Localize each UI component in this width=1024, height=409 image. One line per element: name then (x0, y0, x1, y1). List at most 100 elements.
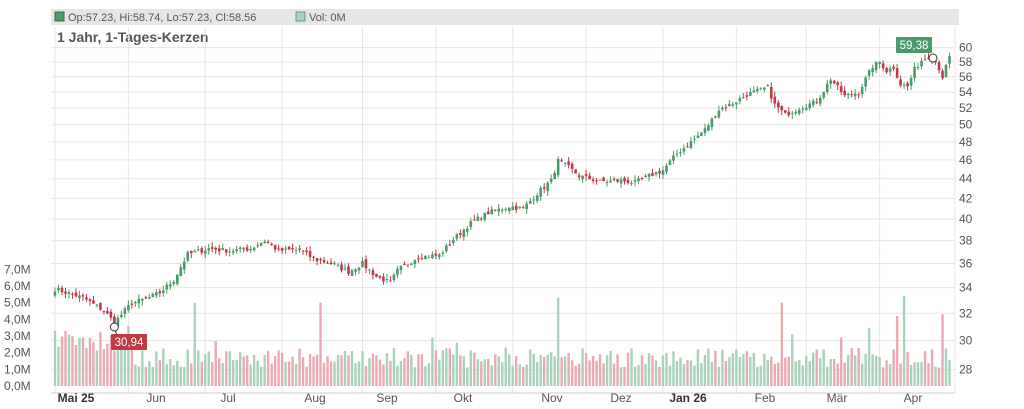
volume-bar (165, 364, 169, 386)
candle-body (427, 257, 431, 259)
volume-bar (937, 367, 941, 386)
candle-body (598, 179, 602, 181)
volume-bar (826, 366, 829, 386)
volume-bar (319, 302, 322, 386)
volume-bar (207, 351, 210, 386)
volume-bar (791, 334, 794, 386)
volume-bar (756, 366, 759, 386)
volume-bar (221, 363, 224, 386)
volume-bar (102, 349, 106, 386)
candle-body (144, 297, 148, 299)
candle-body (385, 279, 389, 281)
volume-bar (497, 356, 500, 386)
volume-bar (941, 314, 944, 386)
volume-bar (504, 347, 507, 386)
volume-bar (225, 351, 228, 386)
volume-bar (308, 354, 312, 386)
candle-body (326, 262, 329, 264)
candle-body (448, 244, 452, 246)
volume-bar (682, 364, 686, 386)
volume-bar (462, 356, 466, 386)
candle-body (811, 100, 815, 106)
candle-body (783, 110, 787, 113)
volume-bar (169, 359, 172, 386)
volume-bar (340, 355, 343, 386)
candle-body (479, 218, 483, 220)
volume-bar (679, 357, 682, 386)
candle-body (193, 251, 197, 253)
candle-body (158, 291, 162, 294)
candle-body (378, 275, 382, 278)
candles (53, 52, 951, 328)
candle-body (913, 66, 916, 79)
volume-bar (574, 365, 577, 386)
volume-bar (539, 354, 542, 386)
candle-body (759, 87, 763, 89)
candle-body (728, 103, 731, 107)
candle-body (203, 250, 207, 254)
candle-body (392, 274, 396, 280)
legend-ohlc-swatch (54, 11, 65, 22)
candle-body (459, 233, 462, 235)
volume-bar (371, 353, 375, 386)
volume-bar (874, 355, 878, 386)
volume-bar (452, 354, 455, 386)
volume-bar (515, 356, 518, 386)
candle-body (790, 113, 794, 115)
volume-bar (88, 337, 92, 386)
volume-bar (315, 354, 319, 386)
legend: Op:57.23, Hi:58.74, Lo:57.23, Cl:58.56 V… (51, 9, 959, 25)
volume-bar (389, 360, 392, 386)
volume-bar (116, 347, 120, 386)
candle-body (864, 77, 867, 87)
candle-body (549, 178, 553, 182)
candle-body (825, 83, 829, 92)
candle-body (689, 141, 693, 149)
candle-body (329, 262, 333, 265)
volume-tick-label: 1,0M (4, 362, 31, 376)
candle-body (123, 308, 127, 314)
candle-body (497, 208, 501, 212)
volume-bar (204, 354, 207, 386)
candle-body (396, 268, 399, 275)
candle-body (721, 107, 724, 110)
candle-body (836, 82, 839, 85)
volume-bar (598, 354, 602, 386)
volume-bar (92, 342, 95, 386)
volume-bar (853, 355, 857, 386)
candle-body (668, 160, 672, 166)
volume-tick-label: 5,0M (4, 296, 31, 310)
min-marker-circle (109, 322, 119, 332)
candle-body (493, 209, 497, 211)
candle-body (584, 174, 588, 176)
candle-body (347, 266, 350, 274)
candle-body (797, 110, 801, 114)
volume-bar (619, 367, 623, 386)
volume-bar (438, 359, 441, 386)
candle-body (724, 107, 728, 109)
candle-body (78, 295, 81, 299)
volume-bar (518, 364, 521, 386)
candle-body (770, 87, 773, 99)
candle-body (134, 301, 137, 304)
candle-body (102, 311, 106, 313)
volume-bar (644, 364, 647, 386)
volume-bar (141, 350, 144, 386)
volume-tick-label: 4,0M (4, 312, 31, 326)
volume-bar (137, 366, 141, 386)
candle-body (375, 273, 378, 277)
candle-body (315, 258, 319, 262)
candle-body (399, 266, 403, 271)
volume-bar (560, 357, 563, 386)
volume-bar (829, 358, 832, 386)
volume-bar (375, 355, 378, 386)
volume-bar (266, 350, 270, 386)
volume-bar (773, 363, 776, 386)
candle-body (504, 208, 508, 211)
candle-body (756, 88, 759, 92)
volume-bar (721, 349, 724, 386)
volume-bar (923, 351, 927, 386)
candle-body (312, 256, 315, 258)
candle-body (256, 245, 259, 247)
candle-body (839, 86, 843, 93)
